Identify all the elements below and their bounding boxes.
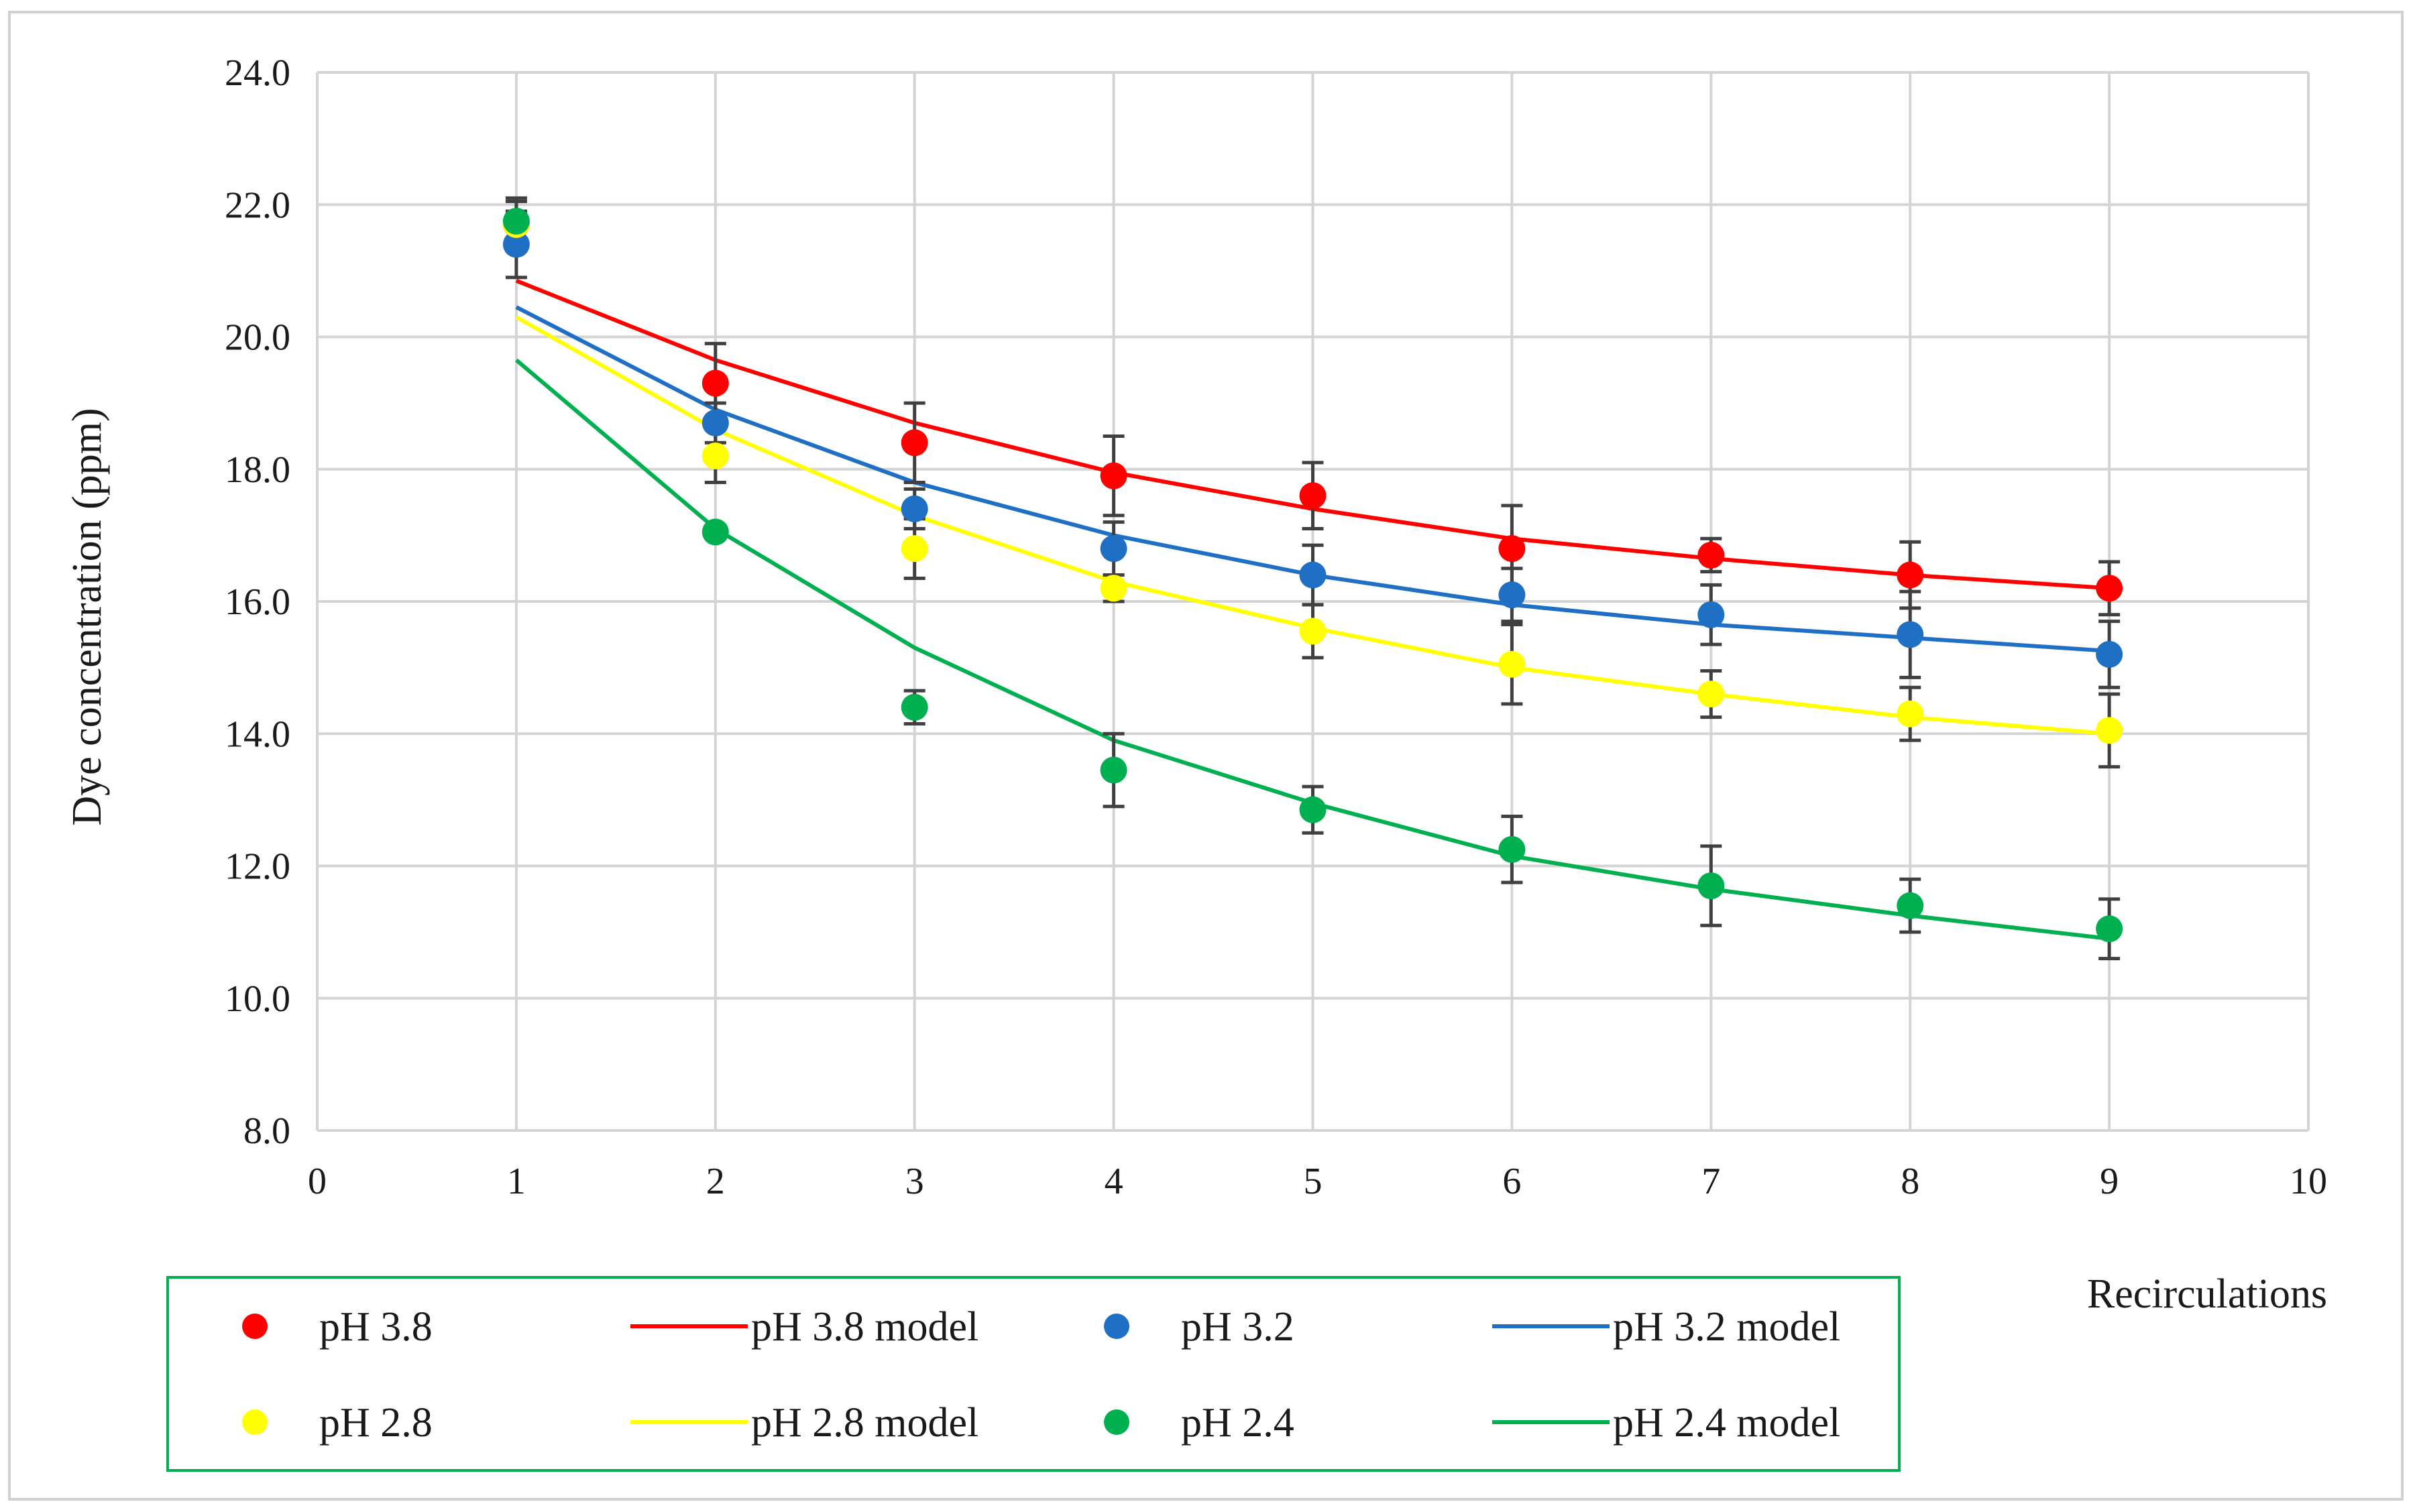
legend-label: pH 3.8 model [751, 1304, 978, 1350]
y-tick-label: 24.0 [225, 52, 290, 94]
data-point [901, 429, 928, 457]
data-point [1897, 561, 1924, 589]
y-tick-label: 8.0 [243, 1110, 290, 1152]
data-point [2096, 575, 2123, 602]
y-tick-label: 18.0 [225, 449, 290, 491]
data-point [502, 231, 530, 258]
y-tick-label: 16.0 [225, 581, 290, 623]
legend-box [166, 1276, 1901, 1472]
x-tick-label: 10 [2290, 1161, 2327, 1202]
x-tick-label: 8 [1901, 1161, 1919, 1202]
data-point [1897, 700, 1924, 728]
legend-marker [1104, 1409, 1129, 1435]
data-point [702, 369, 729, 397]
data-point [1897, 892, 1924, 919]
y-tick-label: 14.0 [225, 713, 290, 755]
x-tick-label: 4 [1105, 1161, 1123, 1202]
data-point [1100, 462, 1127, 489]
x-tick-label: 9 [2100, 1161, 2119, 1202]
data-point [1100, 535, 1127, 563]
data-point [901, 693, 928, 721]
data-point [702, 443, 729, 470]
data-point [2096, 717, 2123, 744]
data-point [1498, 835, 1526, 863]
data-point [702, 409, 729, 437]
legend-label: pH 3.2 [1181, 1304, 1294, 1350]
tick-labels: 8.0 10.0 12.0 14.0 16.0 18.0 20.0 22.0 24.0 0 1 2 3 4… [225, 52, 2327, 1202]
x-tick-label: 6 [1502, 1161, 1521, 1202]
y-tick-label: 12.0 [225, 846, 290, 888]
legend-marker [242, 1409, 268, 1435]
chart-frame [8, 11, 2404, 1501]
x-tick-label: 5 [1304, 1161, 1323, 1202]
legend-label: pH 2.4 [1181, 1400, 1294, 1446]
legend-label: pH 2.8 [319, 1400, 433, 1446]
data-point [702, 518, 729, 546]
x-tick-label: 1 [507, 1161, 526, 1202]
legend-marker [1104, 1314, 1129, 1339]
data-point [1100, 756, 1127, 784]
legend-label: pH 2.4 model [1613, 1400, 1840, 1446]
data-point [1498, 650, 1526, 678]
data-point [502, 207, 530, 235]
x-tick-label: 2 [706, 1161, 725, 1202]
y-tick-label: 10.0 [225, 978, 290, 1020]
data-point [1299, 561, 1327, 589]
data-point [1697, 872, 1725, 900]
data-points [502, 207, 2123, 943]
data-point [901, 495, 928, 522]
data-point [1299, 796, 1327, 823]
data-point [1299, 618, 1327, 645]
data-point [1697, 681, 1725, 708]
data-point [901, 535, 928, 563]
data-point [1697, 541, 1725, 569]
x-tick-label: 0 [308, 1161, 327, 1202]
y-axis-title: Dye concentration (ppm) [64, 408, 110, 825]
legend-label: pH 2.8 model [751, 1400, 978, 1446]
data-point [2096, 640, 2123, 668]
legend-label: pH 3.2 model [1613, 1304, 1840, 1350]
data-point [1100, 575, 1127, 602]
data-point [1697, 601, 1725, 628]
legend-marker [242, 1314, 268, 1339]
data-point [2096, 915, 2123, 943]
x-tick-label: 3 [905, 1161, 924, 1202]
y-tick-label: 20.0 [225, 317, 290, 359]
legend: pH 3.8 pH 3.8 model pH 3.2 pH 3.2 model pH 2… [242, 1304, 1840, 1446]
x-tick-label: 7 [1701, 1161, 1720, 1202]
data-point [1498, 581, 1526, 609]
y-tick-label: 22.0 [225, 184, 290, 226]
x-axis-title: Recirculations [2087, 1271, 2327, 1317]
legend-label: pH 3.8 [319, 1304, 433, 1350]
data-point [1897, 621, 1924, 648]
data-point [1498, 535, 1526, 563]
data-point [1299, 482, 1327, 510]
